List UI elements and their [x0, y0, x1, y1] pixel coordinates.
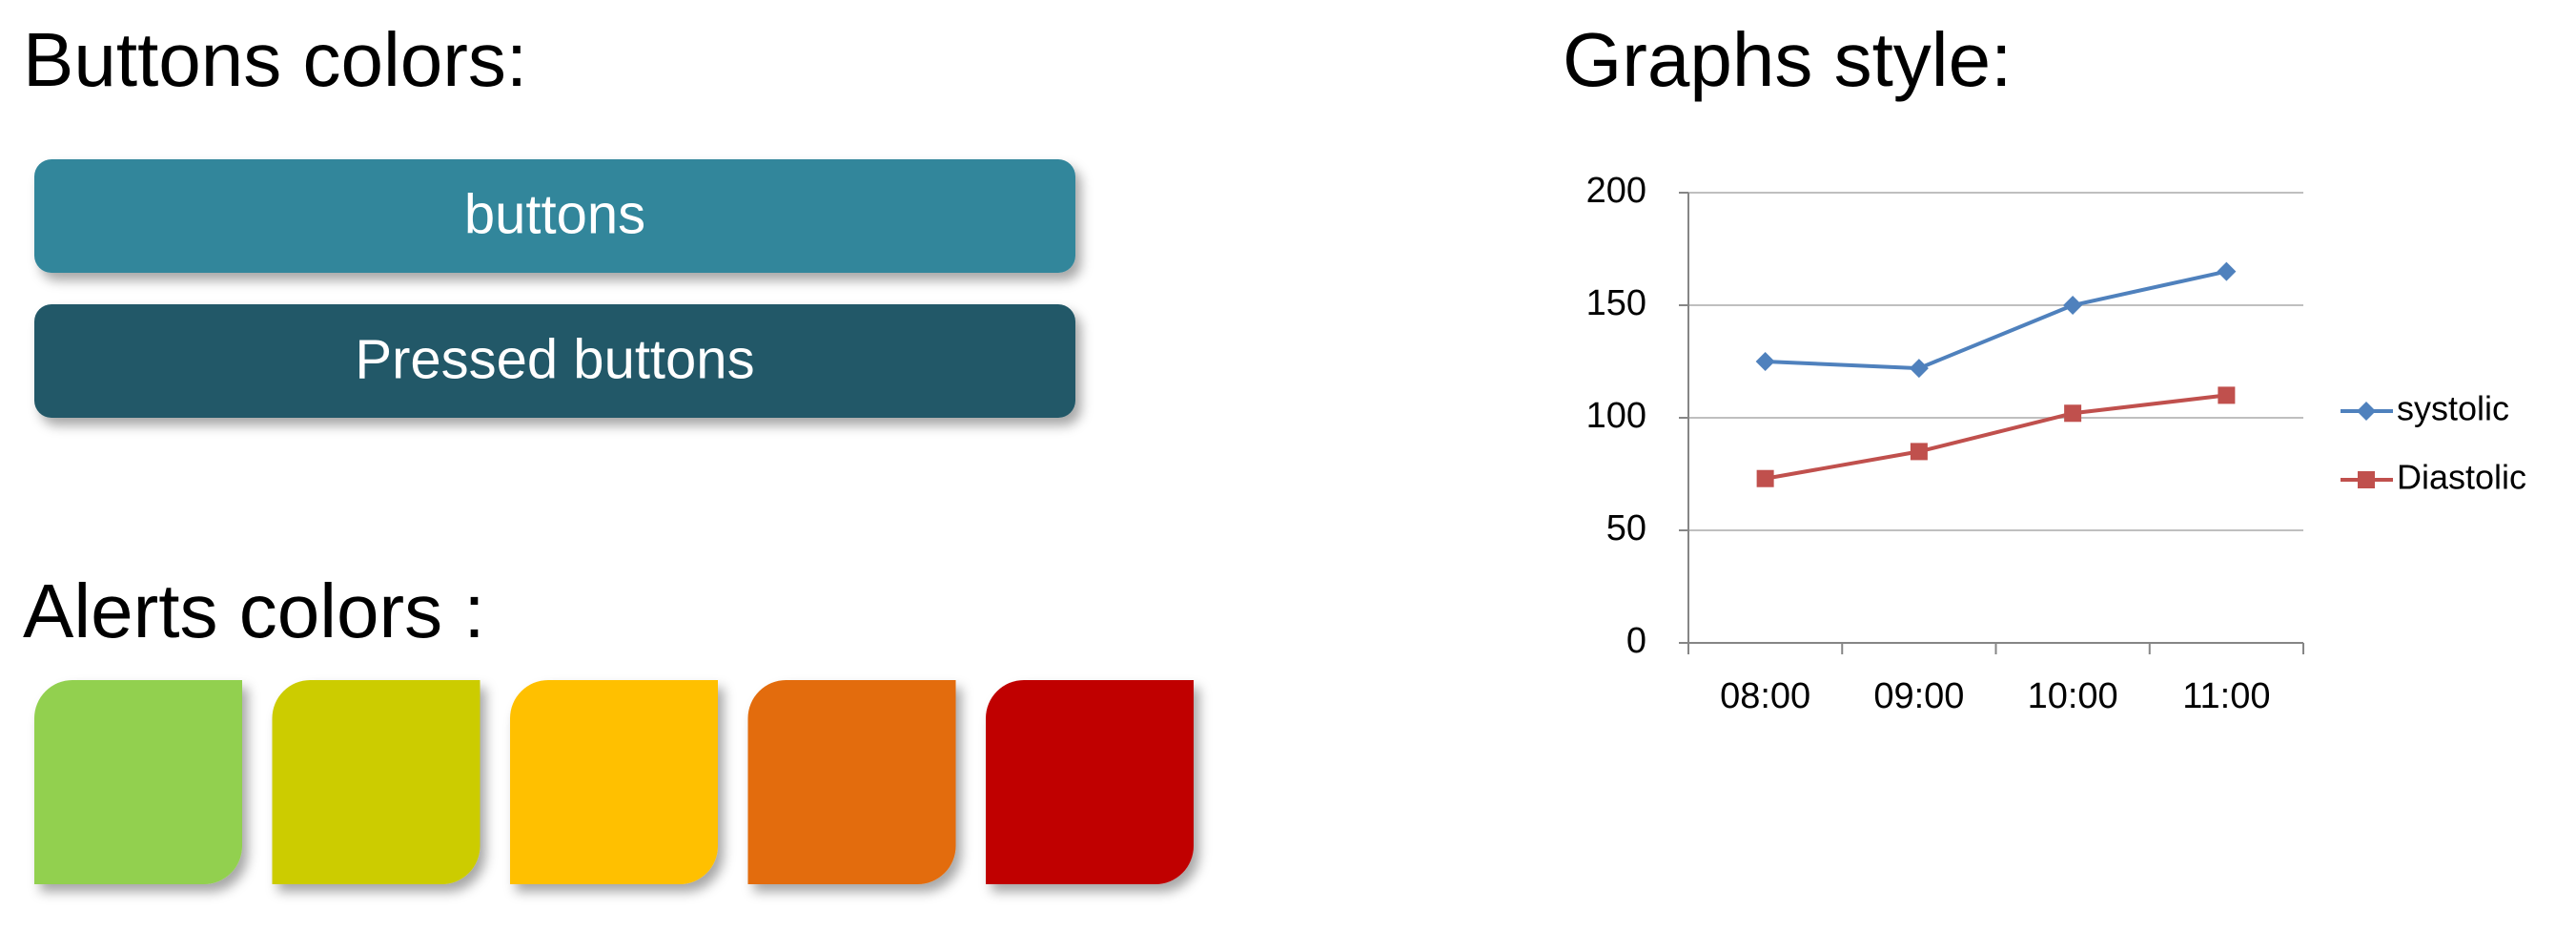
graphs-heading: Graphs style:: [1563, 17, 2012, 102]
point: [2064, 404, 2082, 423]
x-tick-label: 10:00: [2028, 676, 2118, 716]
alert-swatch: [510, 680, 718, 884]
alert-swatch: [272, 680, 480, 884]
alert-swatch: [986, 680, 1194, 884]
button[interactable]: [34, 159, 1075, 273]
point: [2063, 296, 2083, 315]
button[interactable]: [34, 304, 1075, 418]
y-tick-label: 0: [1626, 621, 1646, 661]
legend-marker: [2358, 471, 2375, 488]
point: [2218, 386, 2236, 404]
x-tick-label: 09:00: [1873, 676, 1964, 716]
alert-swatch: [747, 680, 956, 884]
x-tick-label: 08:00: [1720, 676, 1810, 716]
legend-label: systolic: [2397, 389, 2509, 428]
alert-swatch: [34, 680, 242, 884]
y-tick-label: 150: [1586, 283, 1646, 323]
legend-label: Diastolic: [2397, 458, 2526, 497]
point: [2217, 261, 2237, 281]
point: [1755, 352, 1775, 371]
button-label: Pressed buttons: [355, 328, 754, 390]
point: [1909, 359, 1929, 379]
buttons-heading: Buttons colors:: [23, 17, 527, 102]
x-tick-label: 11:00: [2182, 676, 2270, 716]
button-label: buttons: [464, 183, 645, 245]
series-line: [1765, 393, 2227, 481]
y-tick-label: 50: [1606, 508, 1646, 548]
point: [1910, 443, 1928, 461]
y-tick-label: 200: [1586, 171, 1646, 211]
alerts-heading: Alerts colors :: [23, 568, 485, 653]
series-line: [1765, 269, 2227, 371]
legend-marker: [2357, 402, 2376, 421]
y-tick-label: 100: [1586, 396, 1646, 436]
point: [1756, 469, 1774, 487]
